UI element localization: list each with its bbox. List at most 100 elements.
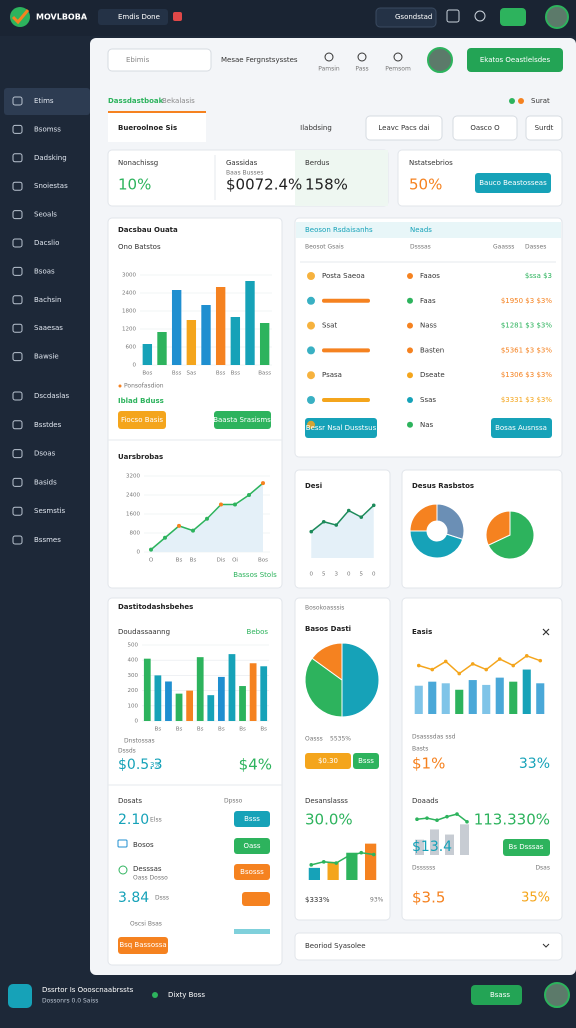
- point: [149, 547, 153, 552]
- card-subtitle: Doudassaanng: [118, 628, 170, 636]
- tab[interactable]: [98, 9, 168, 25]
- icon[interactable]: [446, 9, 460, 23]
- note: Oscsi Bsas: [130, 921, 162, 928]
- row-dot: [407, 322, 413, 329]
- avatar[interactable]: [427, 47, 453, 73]
- tab: Bueroolnoe Sis: [118, 124, 177, 132]
- button[interactable]: [118, 937, 168, 954]
- avatar[interactable]: [544, 982, 570, 1008]
- status: Dssrtor Is Oooscnaabrssts: [42, 986, 134, 994]
- cell: $1306 $3 $3%: [501, 371, 553, 379]
- sidebar-icon: [12, 535, 23, 545]
- icon[interactable]: [357, 52, 367, 62]
- point: [430, 667, 435, 672]
- button[interactable]: [118, 411, 166, 429]
- sidebar-icon: [12, 295, 23, 305]
- slice: [409, 503, 438, 532]
- donut-card: [401, 469, 563, 589]
- icon[interactable]: [393, 52, 403, 62]
- button[interactable]: [242, 892, 270, 906]
- button[interactable]: [234, 838, 270, 854]
- point: [233, 502, 237, 507]
- x-tick-label: 3: [335, 572, 339, 578]
- sales-card: [107, 217, 283, 589]
- bottom-icon[interactable]: [8, 984, 32, 1008]
- strip[interactable]: [294, 932, 563, 961]
- button[interactable]: [353, 753, 379, 769]
- label: Basts: [412, 746, 428, 753]
- kpi-value: $0072.4%: [226, 176, 302, 194]
- close-icon[interactable]: [542, 628, 550, 636]
- x-tick-label: 5: [322, 572, 326, 578]
- kpi-highlight: [295, 150, 388, 206]
- cell: $5361 $3 $3%: [501, 346, 553, 354]
- kpi-value: 50%: [409, 176, 442, 194]
- icon[interactable]: [324, 52, 334, 62]
- cell: Faas: [420, 297, 436, 305]
- sidebar-item: Bsomss: [34, 125, 61, 133]
- column-header: Dsssas: [410, 244, 431, 251]
- x-tick-label: Bs: [239, 727, 246, 733]
- button-label: Ilabdsing: [300, 124, 332, 132]
- point: [511, 663, 516, 668]
- kpi-button[interactable]: [475, 173, 551, 193]
- list-label: Dpsso: [224, 798, 243, 805]
- bar: [415, 839, 424, 855]
- search-text: Ebimis: [126, 56, 150, 64]
- cell: Posta Saeoa: [322, 272, 365, 280]
- sidebar-item: Dacslio: [34, 239, 59, 247]
- y-tick-label: 1200: [122, 327, 136, 333]
- sidebar-icon: [12, 153, 23, 163]
- sidebar-item: Bawsie: [34, 353, 59, 361]
- card-title: Desi: [305, 482, 322, 490]
- search-box[interactable]: [375, 7, 437, 28]
- sidebar-item: Dsoas: [34, 450, 56, 458]
- tag: Bebos: [247, 628, 269, 636]
- y-tick-label: 400: [128, 658, 139, 664]
- icon-button[interactable]: [500, 8, 526, 26]
- tab-underline: [108, 111, 206, 113]
- point: [443, 659, 448, 664]
- button[interactable]: [214, 411, 271, 429]
- active-tab[interactable]: [108, 112, 206, 142]
- dot: [152, 992, 158, 998]
- toolbar-button[interactable]: [525, 115, 563, 141]
- header-button[interactable]: [467, 48, 563, 72]
- tab: Dassdastboak: [108, 97, 164, 105]
- point: [346, 853, 351, 858]
- sidebar-active: [4, 88, 90, 115]
- kpi-value: 158%: [305, 176, 348, 194]
- bar: [186, 690, 194, 721]
- kpi-label: Nstatsebrios: [409, 159, 453, 167]
- list-icon: [117, 839, 128, 848]
- value: 3.84: [118, 890, 149, 906]
- point: [163, 535, 167, 540]
- bar: [142, 344, 153, 365]
- button[interactable]: [234, 811, 270, 827]
- bottom-button[interactable]: [471, 985, 522, 1005]
- cell: Ssas: [420, 396, 436, 404]
- button[interactable]: [234, 864, 270, 880]
- bar: [260, 666, 268, 721]
- value: $4%: [239, 756, 272, 774]
- toolbar-button[interactable]: [365, 115, 443, 141]
- bar: [509, 681, 518, 714]
- toolbar-button[interactable]: [452, 115, 518, 141]
- button[interactable]: [305, 753, 351, 769]
- button[interactable]: [491, 418, 552, 438]
- cell: $3331 $3 $3%: [501, 396, 553, 404]
- avatar[interactable]: [545, 5, 569, 29]
- point: [334, 861, 339, 865]
- search-box[interactable]: [107, 48, 212, 72]
- button[interactable]: [503, 839, 550, 856]
- tab-icon: [173, 12, 182, 21]
- row-dot: [407, 347, 413, 354]
- bar: [259, 323, 270, 365]
- icon[interactable]: [474, 10, 486, 22]
- button-label: Bsosss: [240, 868, 264, 876]
- row-icon: [307, 396, 315, 404]
- row-icon: [307, 371, 315, 380]
- sidebar-icon: [12, 210, 23, 220]
- icon-label: Pemsom: [385, 66, 411, 73]
- slice: [487, 510, 535, 560]
